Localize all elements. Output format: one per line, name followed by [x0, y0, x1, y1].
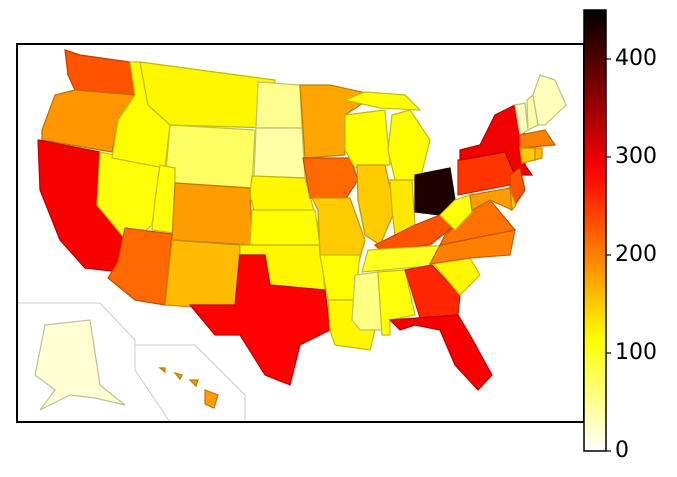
state: [34, 319, 126, 411]
state-shape: [388, 314, 493, 391]
state-shape: [188, 379, 199, 388]
state: [344, 109, 391, 169]
state-shape: [34, 319, 126, 411]
state-shape: [139, 61, 276, 129]
state-shape: [351, 271, 383, 331]
colorbar: 0 100 200 300 400: [583, 9, 657, 463]
state-shape: [532, 74, 567, 126]
state-shape: [459, 104, 534, 176]
state: [534, 147, 543, 161]
state: [255, 81, 303, 129]
state: [519, 147, 536, 164]
state-shape: [342, 91, 422, 111]
state-shape: [534, 147, 543, 161]
state: [388, 314, 493, 391]
state: [158, 367, 219, 409]
state: [351, 271, 383, 331]
states: [34, 49, 567, 411]
state: [302, 157, 359, 201]
state-shape: [249, 209, 321, 246]
state-shape: [253, 127, 306, 179]
colorbar-tick-label: 300: [615, 144, 657, 169]
colorbar-tick-label: 0: [615, 438, 629, 463]
state-shape: [204, 389, 219, 409]
inset-border: [134, 345, 171, 423]
state-shape: [164, 124, 256, 189]
state-shape: [404, 264, 461, 319]
state: [64, 49, 136, 96]
state-shape: [302, 157, 359, 201]
state: [139, 61, 276, 129]
state: [164, 239, 241, 311]
colorbar-tick-label: 200: [615, 242, 657, 267]
state: [253, 127, 306, 179]
state: [342, 91, 431, 181]
state-shape: [469, 187, 513, 211]
state-shape: [387, 109, 431, 181]
state: [469, 187, 513, 211]
state-shape: [188, 254, 331, 386]
state: [188, 254, 331, 386]
state-shape: [311, 197, 366, 259]
colorbar-tick-label: 100: [615, 340, 657, 365]
state-shape: [255, 81, 303, 129]
state: [249, 209, 321, 246]
state: [519, 129, 557, 149]
colorbar-tick-label: 400: [615, 46, 657, 71]
state-shape: [519, 129, 557, 149]
state-shape: [158, 367, 166, 374]
inset-border: [135, 344, 246, 422]
state: [459, 104, 534, 176]
state: [171, 182, 253, 246]
state-shape: [64, 49, 136, 96]
state-shape: [164, 239, 241, 311]
state-shape: [171, 182, 253, 246]
colorbar-scale: [583, 9, 607, 452]
state: [164, 124, 256, 189]
state: [532, 74, 567, 126]
state: [404, 264, 461, 319]
state-shape: [344, 109, 391, 169]
state-shape: [173, 371, 183, 381]
state: [311, 197, 366, 259]
state-shape: [519, 147, 536, 164]
